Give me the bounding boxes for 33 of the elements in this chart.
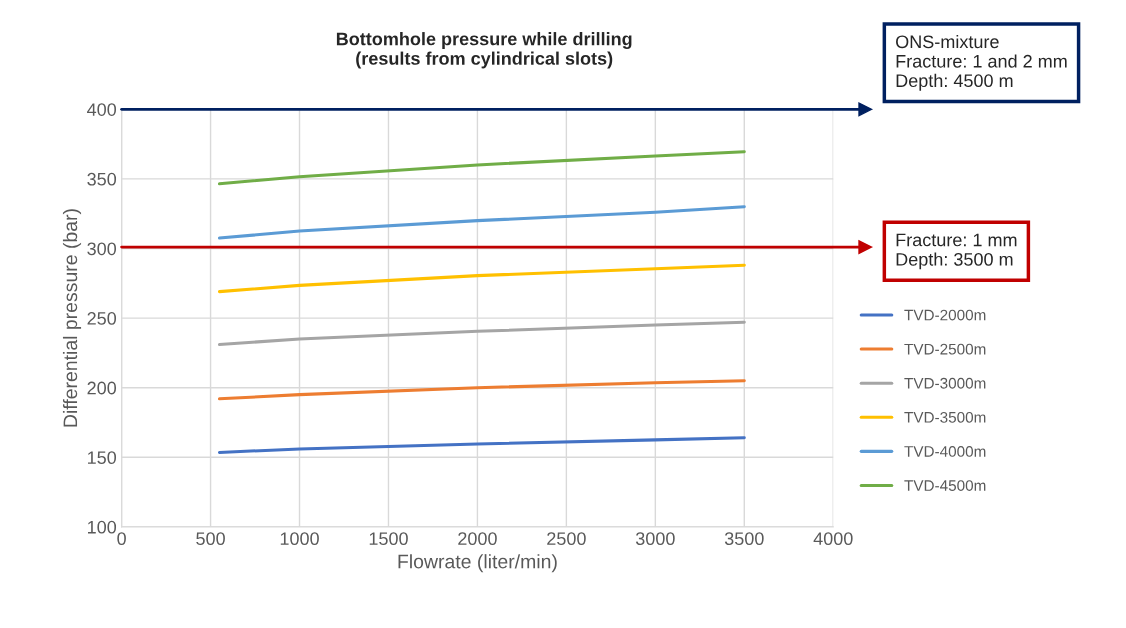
x-tick-label: 1500 xyxy=(369,532,408,546)
y-tick-label: 400 xyxy=(87,103,117,116)
line-series xyxy=(217,150,746,186)
y-axis-title: Differential pressure (bar) xyxy=(62,209,82,427)
text: Fracture: 1 mm Depth: 3500 m xyxy=(896,233,1017,270)
y-tick-label: 200 xyxy=(87,381,117,395)
x-tick-label: 3000 xyxy=(635,532,675,546)
line-series xyxy=(217,205,746,240)
legend-label: TVD-4500m xyxy=(904,480,986,491)
y-tick-label: 350 xyxy=(87,172,117,186)
line-series xyxy=(217,320,746,347)
legend-label: TVD-4000m xyxy=(904,446,986,457)
line-series xyxy=(217,379,746,401)
x-tick-label: 1000 xyxy=(280,532,319,546)
x-tick-label: 3500 xyxy=(724,532,764,546)
text: ONS-mixture Fracture: 1 and 2 mm Depth: 4500 m xyxy=(896,34,1067,91)
x-tick-label: 0 xyxy=(117,532,126,546)
x-tick-label: 2000 xyxy=(458,532,497,546)
y-tick-label: 150 xyxy=(88,451,117,465)
legend-label: TVD-3000m xyxy=(904,377,986,389)
line-series xyxy=(217,436,746,454)
y-tick-label: 250 xyxy=(87,312,117,325)
legend-label: TVD-2500m xyxy=(904,343,986,355)
x-tick-label: 2500 xyxy=(547,532,586,546)
legend-label: TVD-3500m xyxy=(904,411,986,423)
x-axis-title: Flowrate (liter/min) xyxy=(398,554,557,573)
chart-title: Bottomhole pressure while drilling (results from cylindrical slots) xyxy=(336,32,632,69)
x-tick-label: 500 xyxy=(196,532,225,546)
x-tick-label: 4000 xyxy=(813,532,853,546)
y-tick-label: 100 xyxy=(88,520,117,534)
y-tick-label: 300 xyxy=(87,242,117,256)
line-series xyxy=(217,263,746,294)
legend-label: TVD-2000m xyxy=(904,309,986,321)
